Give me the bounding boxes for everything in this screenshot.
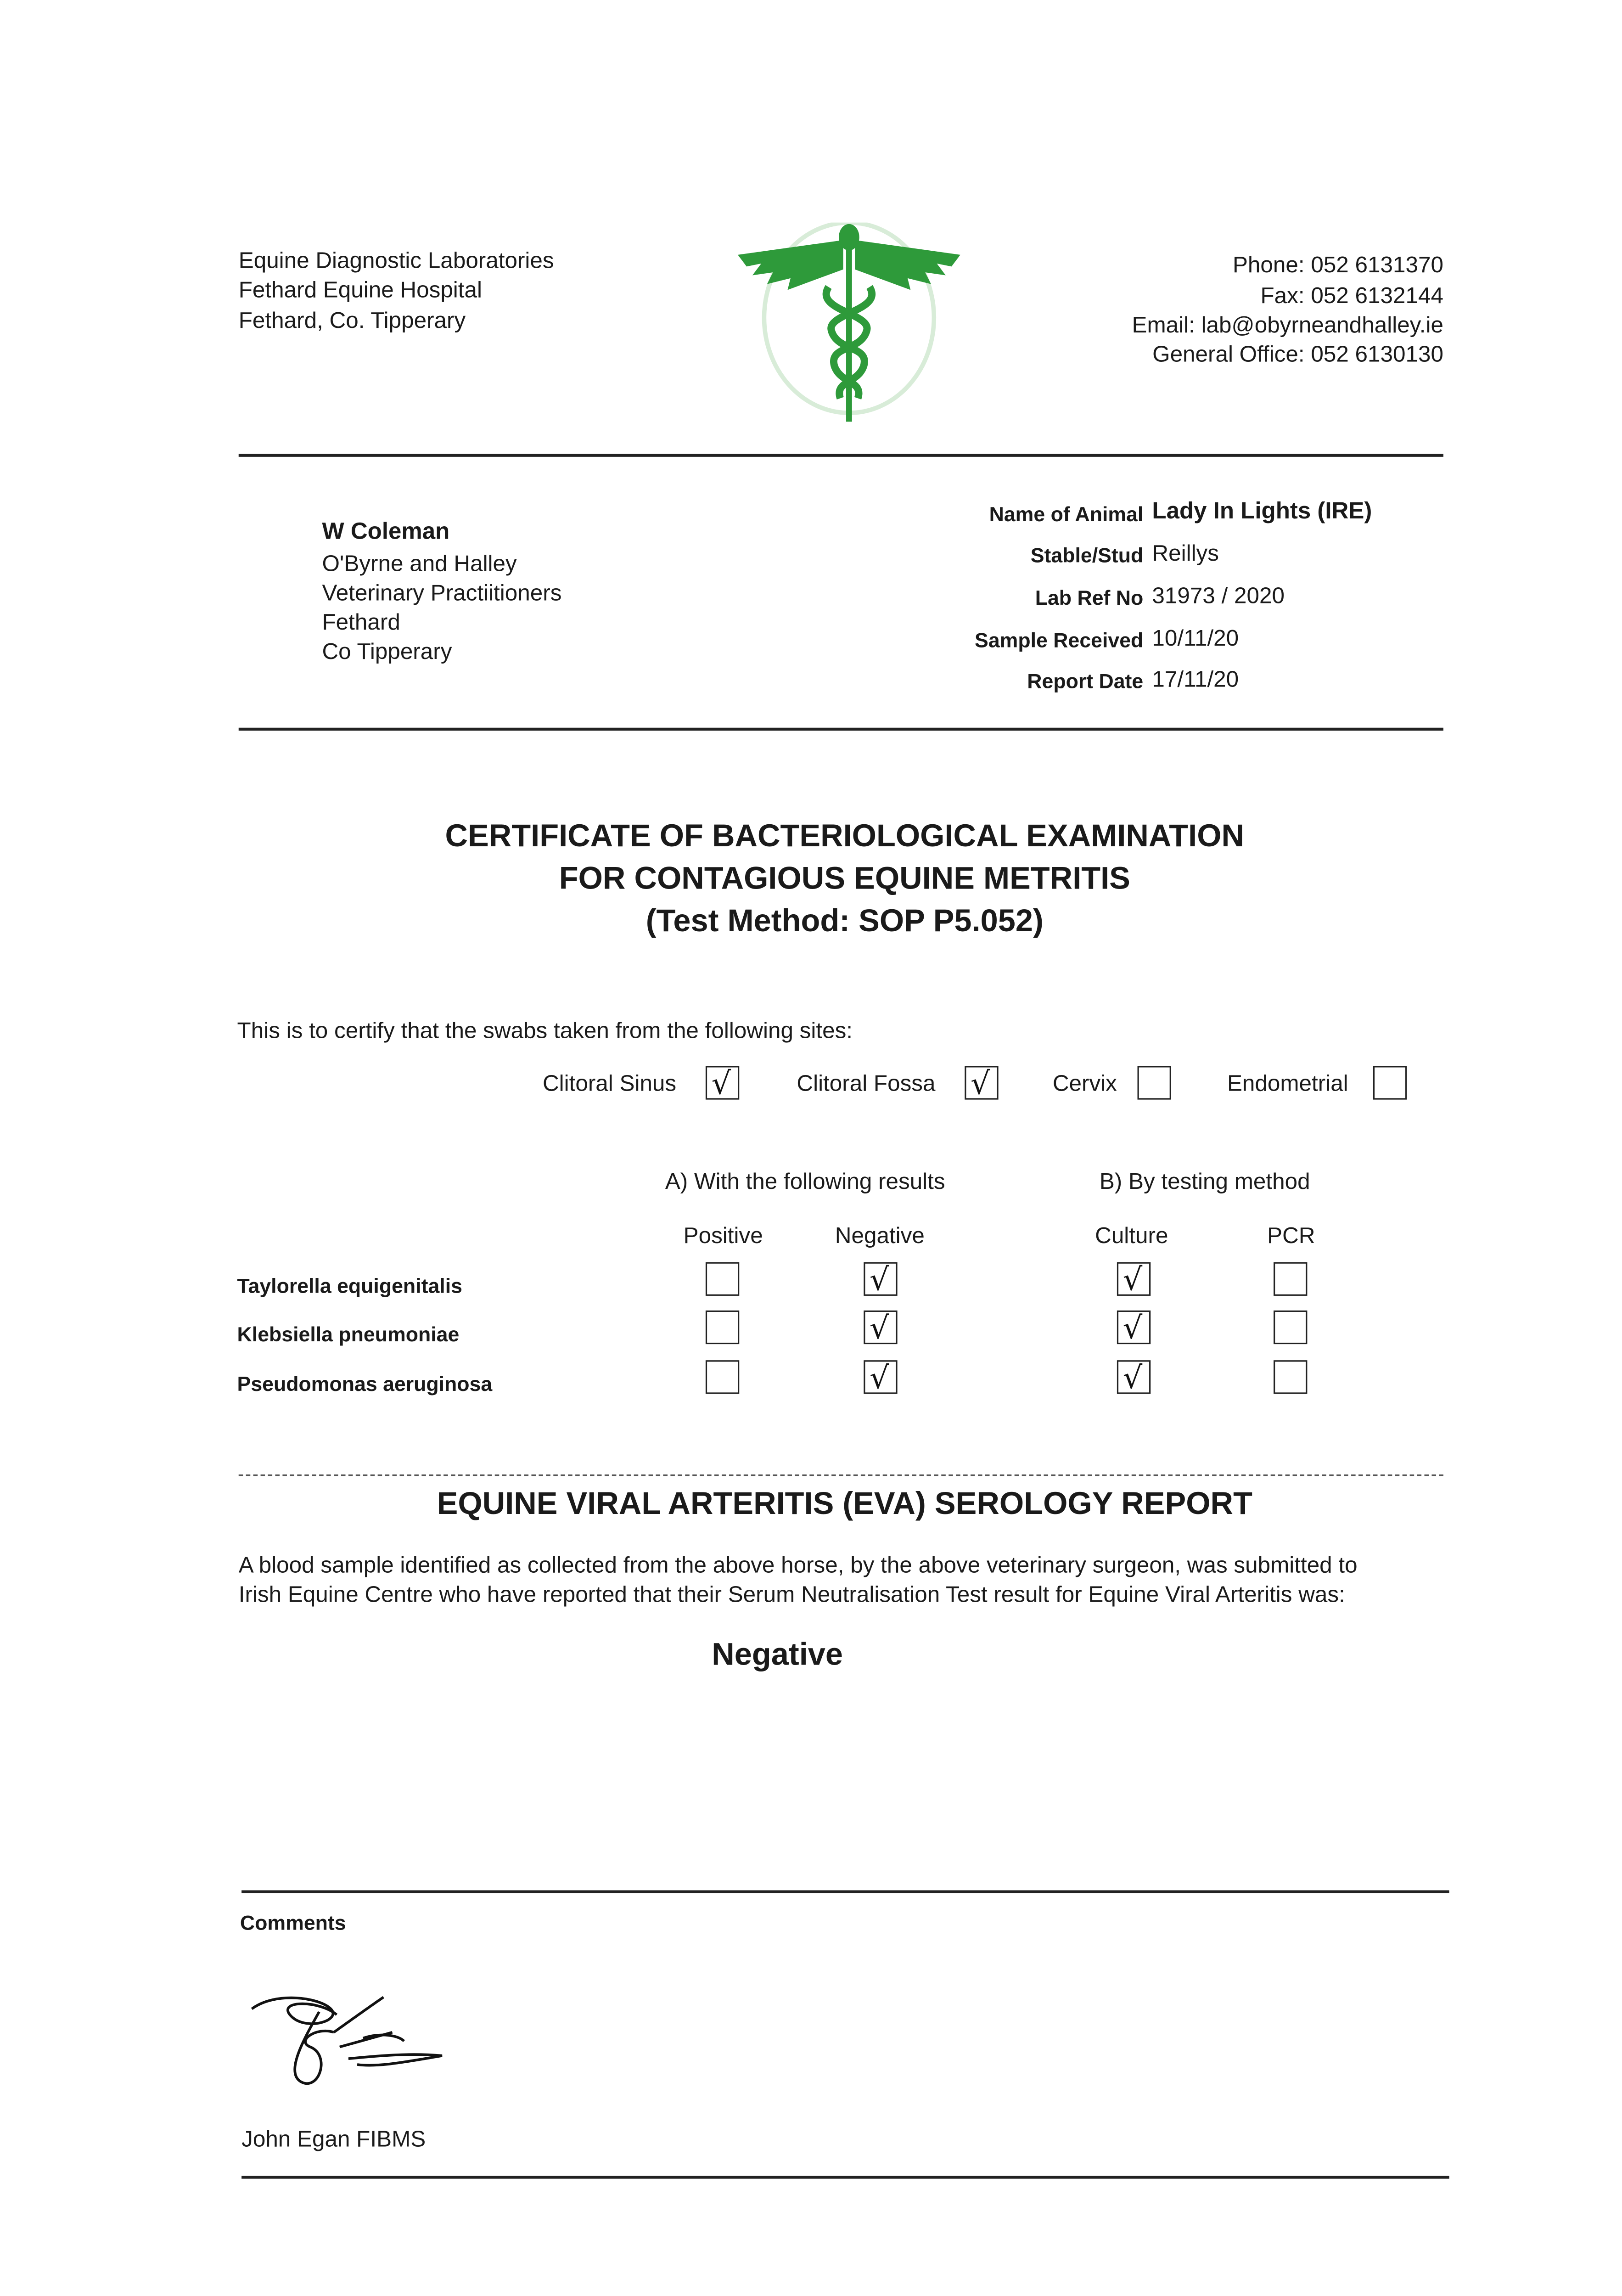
divider bbox=[238, 454, 1443, 457]
divider bbox=[241, 1890, 1449, 1893]
site-checkbox-clitoral-sinus[interactable] bbox=[705, 1066, 740, 1101]
result-checkbox-pcr[interactable] bbox=[1274, 1360, 1308, 1394]
stable-value: Reillys bbox=[1152, 541, 1219, 567]
site-label: Clitoral Sinus bbox=[542, 1072, 677, 1097]
animal-name-label: Name of Animal bbox=[989, 502, 1144, 526]
site-checkbox-cervix[interactable] bbox=[1137, 1066, 1171, 1100]
group-a-heading: A) With the following results bbox=[665, 1170, 945, 1195]
recipient-line: Veterinary Practiitioners bbox=[322, 581, 562, 607]
divider bbox=[238, 1474, 1443, 1476]
result-checkbox-culture[interactable] bbox=[1117, 1360, 1151, 1396]
recipient-line: Fethard bbox=[322, 610, 400, 636]
certify-intro: This is to certify that the swabs taken … bbox=[237, 1019, 853, 1044]
lab-address-line: Fethard Equine Hospital bbox=[238, 278, 482, 304]
eva-paragraph-line: A blood sample identified as collected f… bbox=[238, 1553, 1358, 1579]
contact-fax: Fax: 052 6132144 bbox=[1260, 284, 1443, 309]
lab-address-line: Fethard, Co. Tipperary bbox=[238, 309, 466, 334]
result-checkbox-positive[interactable] bbox=[705, 1360, 740, 1394]
organism-label: Pseudomonas aeruginosa bbox=[237, 1372, 493, 1396]
recipient-name: W Coleman bbox=[322, 519, 450, 545]
column-culture: Culture bbox=[1095, 1224, 1168, 1249]
site-label: Clitoral Fossa bbox=[797, 1072, 936, 1097]
contact-general-office: General Office: 052 6130130 bbox=[1152, 343, 1443, 368]
signatory-name: John Egan FIBMS bbox=[241, 2127, 426, 2153]
lab-ref-value: 31973 / 2020 bbox=[1152, 584, 1285, 609]
result-checkbox-culture[interactable] bbox=[1117, 1310, 1151, 1345]
signature-image bbox=[251, 1996, 443, 2085]
recipient-line: Co Tipperary bbox=[322, 640, 452, 665]
result-checkbox-positive[interactable] bbox=[705, 1262, 740, 1296]
sample-received-value: 10/11/20 bbox=[1152, 626, 1239, 652]
result-checkbox-negative[interactable] bbox=[864, 1310, 898, 1345]
recipient-line: O'Byrne and Halley bbox=[322, 552, 517, 577]
result-checkbox-negative[interactable] bbox=[864, 1262, 898, 1297]
animal-name-value: Lady In Lights (IRE) bbox=[1152, 499, 1372, 524]
lab-address-line: Equine Diagnostic Laboratories bbox=[238, 249, 554, 274]
eva-result: Negative bbox=[712, 1637, 843, 1672]
comments-label: Comments bbox=[240, 1911, 346, 1935]
certificate-subtitle: FOR CONTAGIOUS EQUINE METRITIS bbox=[559, 861, 1130, 896]
eva-title: EQUINE VIRAL ARTERITIS (EVA) SEROLOGY RE… bbox=[437, 1486, 1252, 1521]
site-label: Endometrial bbox=[1227, 1072, 1348, 1097]
organism-label: Taylorella equigenitalis bbox=[237, 1274, 462, 1298]
result-checkbox-positive[interactable] bbox=[705, 1310, 740, 1345]
report-date-label: Report Date bbox=[1027, 669, 1144, 693]
group-b-heading: B) By testing method bbox=[1099, 1170, 1310, 1195]
column-negative: Negative bbox=[835, 1224, 925, 1249]
result-checkbox-pcr[interactable] bbox=[1274, 1310, 1308, 1345]
site-checkbox-clitoral-fossa[interactable] bbox=[965, 1066, 999, 1101]
eva-paragraph-line: Irish Equine Centre who have reported th… bbox=[238, 1582, 1345, 1608]
column-pcr: PCR bbox=[1267, 1224, 1315, 1249]
site-checkbox-endometrial[interactable] bbox=[1373, 1066, 1407, 1100]
result-checkbox-negative[interactable] bbox=[864, 1360, 898, 1396]
caduceus-icon bbox=[738, 222, 960, 422]
sample-received-label: Sample Received bbox=[975, 628, 1144, 652]
divider bbox=[238, 727, 1443, 731]
stable-label: Stable/Stud bbox=[1030, 543, 1144, 567]
result-checkbox-pcr[interactable] bbox=[1274, 1262, 1308, 1296]
column-positive: Positive bbox=[683, 1224, 763, 1249]
contact-phone: Phone: 052 6131370 bbox=[1232, 253, 1443, 278]
site-label: Cervix bbox=[1052, 1072, 1117, 1097]
contact-email[interactable]: Email: lab@obyrneandhalley.ie bbox=[1132, 313, 1443, 338]
organism-label: Klebsiella pneumoniae bbox=[237, 1322, 460, 1346]
divider bbox=[241, 2176, 1449, 2179]
certificate-title: CERTIFICATE OF BACTERIOLOGICAL EXAMINATI… bbox=[445, 818, 1245, 854]
result-checkbox-culture[interactable] bbox=[1117, 1262, 1151, 1297]
test-method: (Test Method: SOP P5.052) bbox=[645, 903, 1044, 939]
lab-ref-label: Lab Ref No bbox=[1035, 585, 1144, 609]
report-date-value: 17/11/20 bbox=[1152, 668, 1239, 693]
